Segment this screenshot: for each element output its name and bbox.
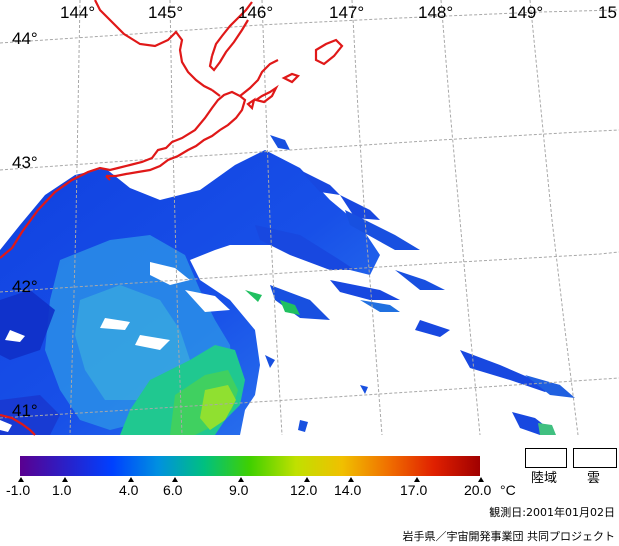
lat-label-44: 44° — [12, 29, 38, 48]
colorbar-tick-label: 9.0 — [229, 482, 249, 498]
land-legend-swatch — [525, 448, 567, 468]
colorbar-tick-label: 14.0 — [334, 482, 362, 498]
coastline — [0, 0, 344, 436]
lat-label-41: 41° — [12, 401, 38, 420]
lon-label-148: 148° — [418, 3, 454, 22]
colorbar-tick-label: 12.0 — [290, 482, 318, 498]
lat-label-42: 42° — [12, 277, 38, 296]
temperature-colorbar — [18, 456, 484, 482]
project-credit: 岩手県／宇宙開発事業団 共同プロジェクト — [402, 530, 616, 543]
colorbar-tick-label: 17.0 — [400, 482, 428, 498]
lon-label-147: 147° — [329, 3, 365, 22]
colorbar-tick-label: 1.0 — [52, 482, 72, 498]
sst-streaks — [245, 135, 575, 435]
graticule — [0, 0, 619, 436]
colorbar-tick-label: 4.0 — [119, 482, 139, 498]
lon-label-145: 145° — [148, 3, 184, 22]
sst-field — [0, 150, 380, 435]
colorbar-tick-label: -1.0 — [6, 482, 31, 498]
cloud-legend-swatch — [573, 448, 617, 468]
lat-label-43: 43° — [12, 153, 38, 172]
observation-date: 観測日:2001年01月02日 — [489, 506, 615, 519]
sea-surface-temperature-map — [0, 0, 619, 436]
lon-label-149: 149° — [508, 3, 544, 22]
lon-label-146: 146° — [238, 3, 274, 22]
colorbar-tick-label: 6.0 — [163, 482, 183, 498]
lon-label-144: 144° — [60, 3, 96, 22]
colorbar-tick-marks — [18, 477, 484, 482]
colorbar-unit: °C — [500, 482, 516, 498]
cloud-legend-label: 雲 — [587, 471, 601, 486]
lon-label-150: 15 — [598, 3, 617, 22]
land-legend-label: 陸域 — [531, 471, 558, 486]
colorbar-tick-label: 20.0 — [464, 482, 492, 498]
colorbar-gradient — [20, 456, 480, 476]
